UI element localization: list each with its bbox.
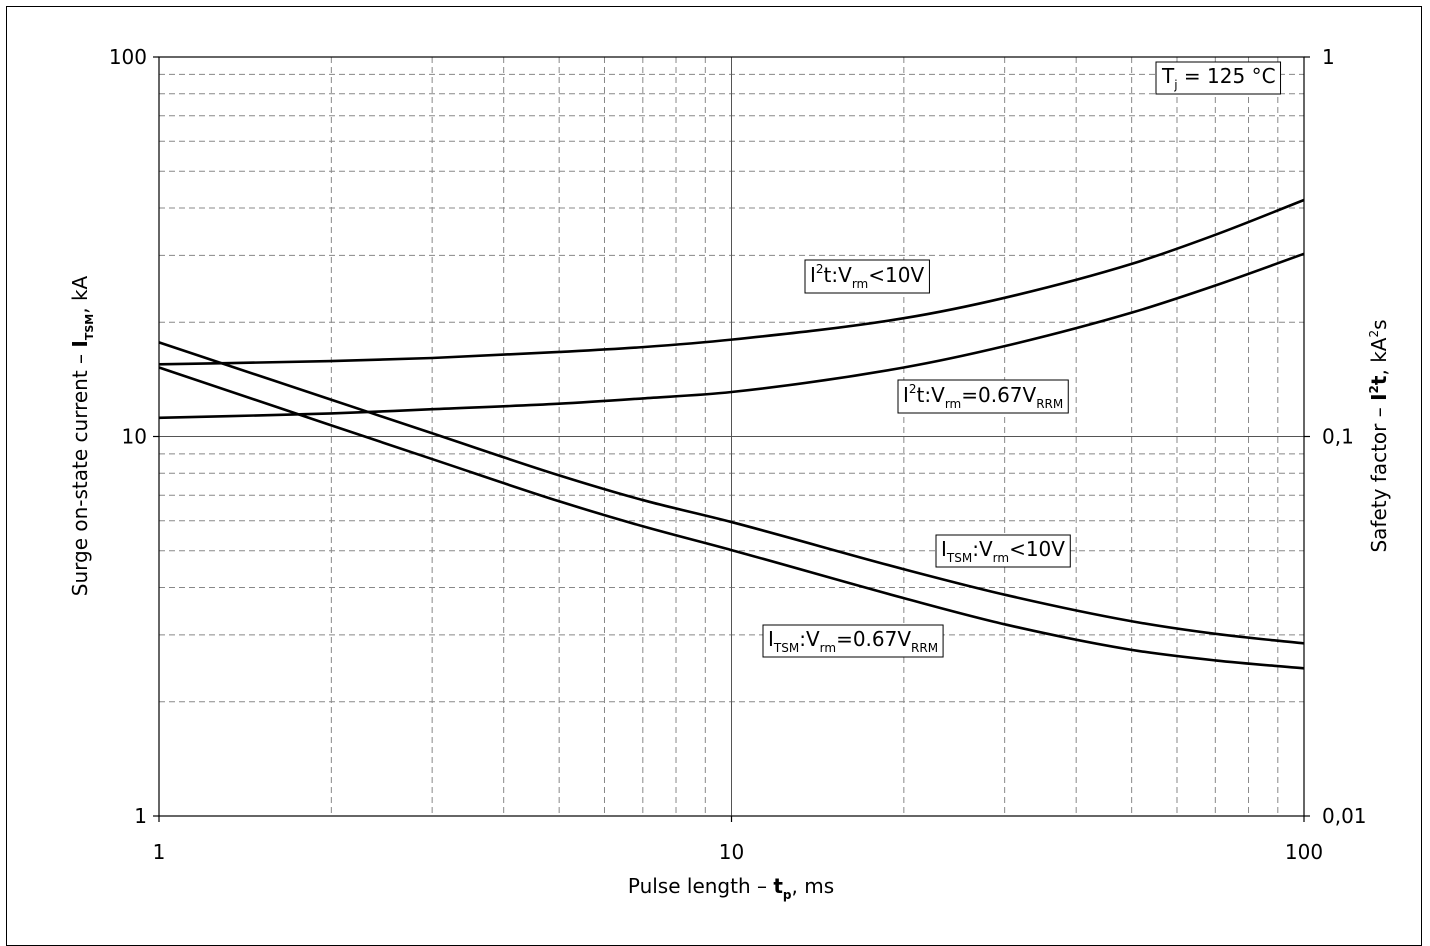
svg-text:ITSM​:Vrm​=0.67VRRM​: ITSM​:Vrm​=0.67VRRM​ xyxy=(768,627,938,655)
y-tick-label: 1 xyxy=(134,804,147,828)
y2-tick-label: 0,1 xyxy=(1322,425,1354,449)
series-line-1 xyxy=(158,198,1305,366)
y2-axis-title: Safety factor – I2t, kA2s xyxy=(1367,319,1391,552)
series-line-2 xyxy=(158,252,1305,420)
x-tick-label: 10 xyxy=(719,840,744,864)
svg-text:ITSM​:Vrm​<10V: ITSM​:Vrm​<10V xyxy=(941,537,1065,565)
label-itsm-vrm-lt10v: ITSM​:Vrm​<10V xyxy=(935,534,1071,568)
svg-text:I2​t:Vrm​=0.67VRRM​: I2​t:Vrm​=0.67VRRM​ xyxy=(903,382,1063,411)
curves xyxy=(158,198,1305,670)
x-axis-title: Pulse length – tp, ms xyxy=(628,874,834,902)
y2-tick-label: 0,01 xyxy=(1322,804,1367,828)
grid xyxy=(159,57,1304,816)
label-i2t-vrm-lt10v: I2​t:Vrm​<10V xyxy=(804,259,930,294)
y-axis-title: Surge on-state current – ITSM, kA xyxy=(68,275,96,596)
series-line-4 xyxy=(158,366,1305,670)
y-tick-label: 100 xyxy=(109,45,147,69)
series-line-3 xyxy=(158,341,1305,645)
y2-tick-label: 1 xyxy=(1322,45,1335,69)
svg-text:I2​t:Vrm​<10V: I2​t:Vrm​<10V xyxy=(810,262,924,291)
y-tick-label: 10 xyxy=(122,425,147,449)
axes xyxy=(153,56,1310,822)
svg-text:Tj​ = 125 °C: Tj​ = 125 °C xyxy=(1161,64,1276,92)
x-tick-label: 100 xyxy=(1285,840,1323,864)
series-labels: I2​t:Vrm​<10V I2​t:Vrm​=0.67VRRM​ ITSM​:Vr… xyxy=(762,61,1282,658)
axis-titles: Pulse length – tp, ms Surge on-state curr… xyxy=(68,275,1391,902)
annotation-tj: Tj​ = 125 °C xyxy=(1155,61,1282,95)
label-i2t-vrm-067vrrm: I2​t:Vrm​=0.67VRRM​ xyxy=(897,379,1069,414)
x-tick-label: 1 xyxy=(153,840,166,864)
label-itsm-vrm-067vrrm: ITSM​:Vrm​=0.67VRRM​ xyxy=(762,624,944,658)
